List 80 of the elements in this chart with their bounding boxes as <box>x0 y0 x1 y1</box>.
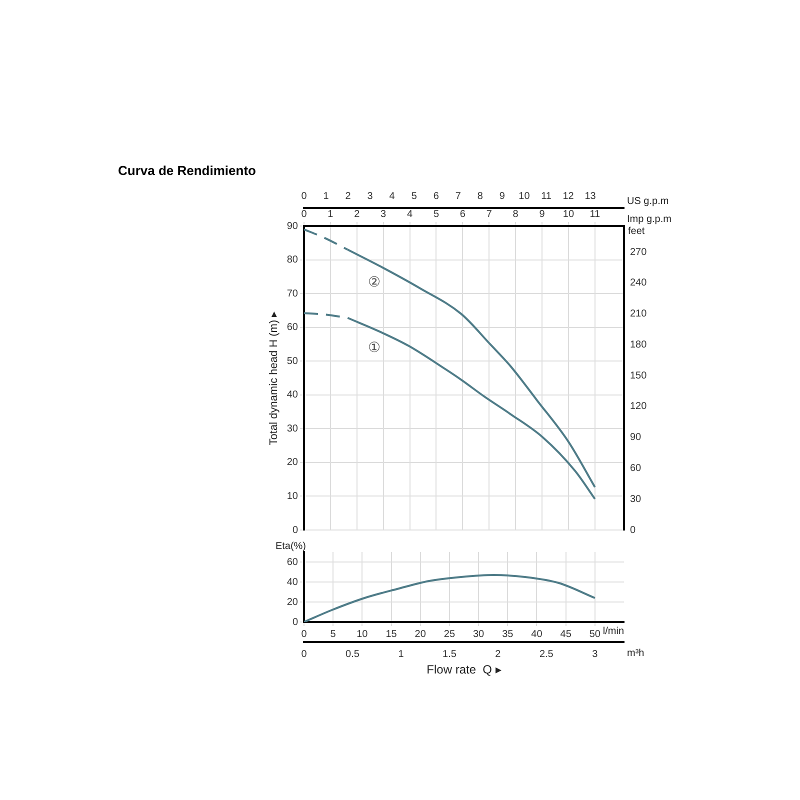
y2-tick-label: 90 <box>630 432 642 444</box>
y-tick-label: 90 <box>286 220 298 232</box>
x-tick-label: 1 <box>328 208 334 220</box>
y-tick-label: 60 <box>286 556 298 568</box>
x2-tick-label: 6 <box>433 190 440 202</box>
x2-axis-title: US g.p.m <box>627 196 669 207</box>
x-axis-title: Imp g.p.m <box>627 214 672 225</box>
x-tick-label: 10 <box>356 628 368 640</box>
y2-tick-label: 0 <box>630 524 636 536</box>
x2-tick-label: 0 <box>301 190 308 202</box>
x2-tick-label: 7 <box>455 190 462 202</box>
y-axis-title: Total dynamic head H (m) ▸ <box>268 310 280 446</box>
x2-tick-label: 11 <box>541 190 552 202</box>
line-series <box>304 574 596 622</box>
x2-tick-label: 9 <box>499 190 506 202</box>
y2-tick-label: 120 <box>630 401 648 412</box>
x2-tick-label: 13 <box>584 190 596 202</box>
y2-tick-label: 60 <box>630 462 642 474</box>
y-tick-label: 60 <box>286 322 298 334</box>
y-tick-label: 30 <box>286 423 298 434</box>
x-tick-label: 20 <box>414 628 426 640</box>
x2-tick-label: 5 <box>411 190 418 202</box>
y2-tick-label: 270 <box>630 246 648 258</box>
y2-axis-title: feet <box>628 226 645 237</box>
x-tick-label: 4 <box>407 208 414 220</box>
x-tick-label: 2 <box>354 208 360 220</box>
x-tick-label: 50 <box>589 628 601 640</box>
x-tick-label: 25 <box>444 628 456 640</box>
x-tick-label: 45 <box>560 628 572 640</box>
x2-tick-label: 2 <box>345 190 352 202</box>
x2-tick-label: 3 <box>367 190 374 202</box>
y-tick-label: 70 <box>286 288 298 300</box>
y-axis-title: Eta(%) <box>275 540 306 552</box>
x-tick-label: 10 <box>562 208 574 220</box>
y2-tick-label: 210 <box>630 308 648 320</box>
x-tick-label: 9 <box>539 208 546 220</box>
x2-tick-label: 0 <box>301 648 308 660</box>
y2-tick-label: 150 <box>630 370 648 382</box>
x2-tick-label: 2.5 <box>539 648 554 660</box>
x-tick-label: 11 <box>590 208 601 220</box>
x2-tick-label: 1.5 <box>442 648 457 660</box>
x-axis-title: Flow rate Q ▸ <box>426 662 502 676</box>
y-tick-label: 20 <box>286 596 298 608</box>
x2-tick-label: 2 <box>495 648 502 660</box>
y-tick-label: 50 <box>286 356 298 367</box>
x-tick-label: 0 <box>301 208 308 220</box>
y-tick-label: 0 <box>292 616 298 628</box>
y-tick-label: 10 <box>286 490 298 502</box>
y2-tick-label: 240 <box>630 278 648 289</box>
x2-axis-title: m³h <box>627 648 644 659</box>
x2-tick-label: 8 <box>477 190 484 202</box>
x-tick-label: 40 <box>531 628 543 640</box>
x-tick-label: 15 <box>386 628 398 640</box>
x-tick-label: 0 <box>301 628 308 640</box>
text: l/min <box>602 626 624 637</box>
x-tick-label: 30 <box>472 628 485 640</box>
x2-tick-label: 12 <box>562 190 574 202</box>
y-tick-label: 40 <box>286 390 298 401</box>
y-tick-label: 80 <box>286 254 298 266</box>
y-tick-label: 0 <box>292 524 298 536</box>
x-tick-label: 7 <box>486 208 492 220</box>
x2-tick-label: 3 <box>592 648 598 660</box>
x-tick-label: 3 <box>380 208 387 220</box>
x2-tick-label: 1 <box>323 190 330 202</box>
x-tick-label: 8 <box>512 208 519 220</box>
text: Curva de Rendimiento <box>118 163 256 178</box>
x-tick-label: 6 <box>460 208 466 220</box>
y-tick-label: 20 <box>286 457 298 468</box>
x2-tick-label: 0.5 <box>346 648 360 660</box>
y2-tick-label: 30 <box>630 494 642 505</box>
x-tick-label: 35 <box>502 628 514 640</box>
x-tick-label: 5 <box>433 208 440 220</box>
x2-tick-label: 1 <box>398 648 404 660</box>
series-label: ① <box>368 338 382 355</box>
y2-tick-label: 180 <box>630 339 648 350</box>
x2-tick-label: 4 <box>389 190 396 202</box>
y-tick-label: 40 <box>286 576 298 588</box>
x-tick-label: 5 <box>330 628 336 640</box>
x2-tick-label: 10 <box>518 190 530 202</box>
series-label: ② <box>368 273 382 290</box>
